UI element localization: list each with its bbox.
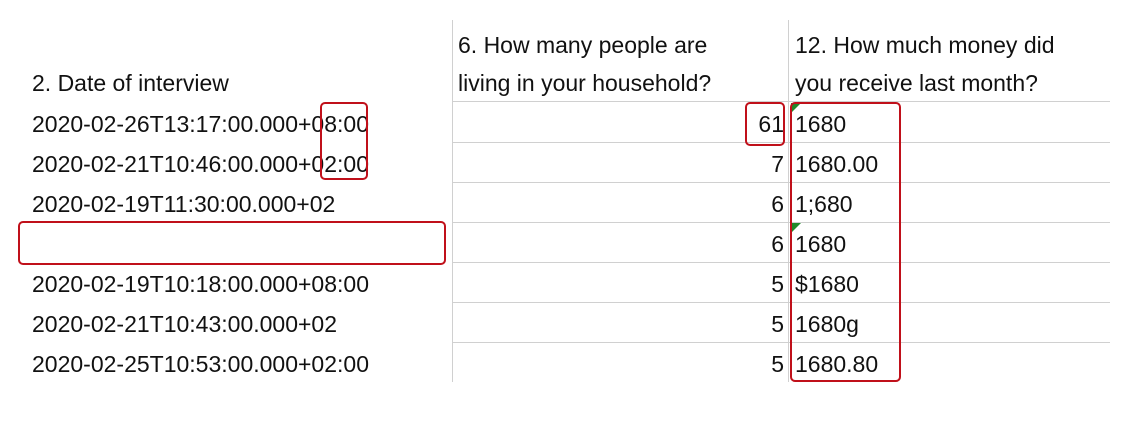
column-divider — [788, 20, 789, 382]
header-money-line1[interactable]: 12. How much money did — [795, 32, 1055, 58]
row-divider — [452, 182, 1110, 183]
cell-people[interactable]: 7 — [771, 151, 784, 177]
cell-people[interactable]: 5 — [771, 271, 784, 297]
cell-people[interactable]: 5 — [771, 311, 784, 337]
header-date-line2[interactable]: 2. Date of interview — [32, 70, 229, 96]
row-divider — [452, 262, 1110, 263]
row-divider — [452, 302, 1110, 303]
cell-people[interactable]: 5 — [771, 351, 784, 377]
header-household-line2[interactable]: living in your household? — [458, 70, 712, 96]
header-money-line2[interactable]: you receive last month? — [795, 70, 1038, 96]
row-divider — [452, 342, 1110, 343]
comment-indicator-icon[interactable] — [791, 103, 801, 113]
cell-date[interactable]: 2020-02-21T10:43:00.000+02 — [32, 311, 338, 337]
row-divider — [452, 101, 1110, 102]
highlight-missing-date-box — [18, 221, 446, 265]
column-divider — [452, 20, 453, 382]
cell-money[interactable]: 1680 — [795, 231, 847, 257]
row-divider — [452, 222, 1110, 223]
highlight-people-outlier-box — [745, 102, 785, 146]
comment-indicator-icon[interactable] — [791, 223, 801, 233]
header-household-line1[interactable]: 6. How many people are — [458, 32, 708, 58]
highlight-money-column-box — [790, 102, 901, 382]
cell-money[interactable]: 1680 — [795, 111, 847, 137]
cell-money[interactable]: 1680.00 — [795, 151, 879, 177]
cell-date[interactable]: 2020-02-25T10:53:00.000+02:00 — [32, 351, 369, 377]
cell-date[interactable]: 2020-02-19T10:18:00.000+08:00 — [32, 271, 369, 297]
cell-people[interactable]: 61 — [758, 111, 784, 137]
cell-date[interactable]: 2020-02-21T10:46:00.000+02:00 — [32, 151, 369, 177]
cell-money[interactable]: 1;680 — [795, 191, 853, 217]
highlight-timezone-box — [320, 102, 368, 180]
cell-people[interactable]: 6 — [771, 191, 784, 217]
cell-money[interactable]: 1680.80 — [795, 351, 879, 377]
cell-money[interactable]: $1680 — [795, 271, 859, 297]
cell-date[interactable]: 2020-02-26T13:17:00.000+08:00 — [32, 111, 369, 137]
cell-money[interactable]: 1680g — [795, 311, 859, 337]
cell-people[interactable]: 6 — [771, 231, 784, 257]
cell-date[interactable]: 2020-02-19T11:30:00.000+02 — [32, 191, 336, 217]
